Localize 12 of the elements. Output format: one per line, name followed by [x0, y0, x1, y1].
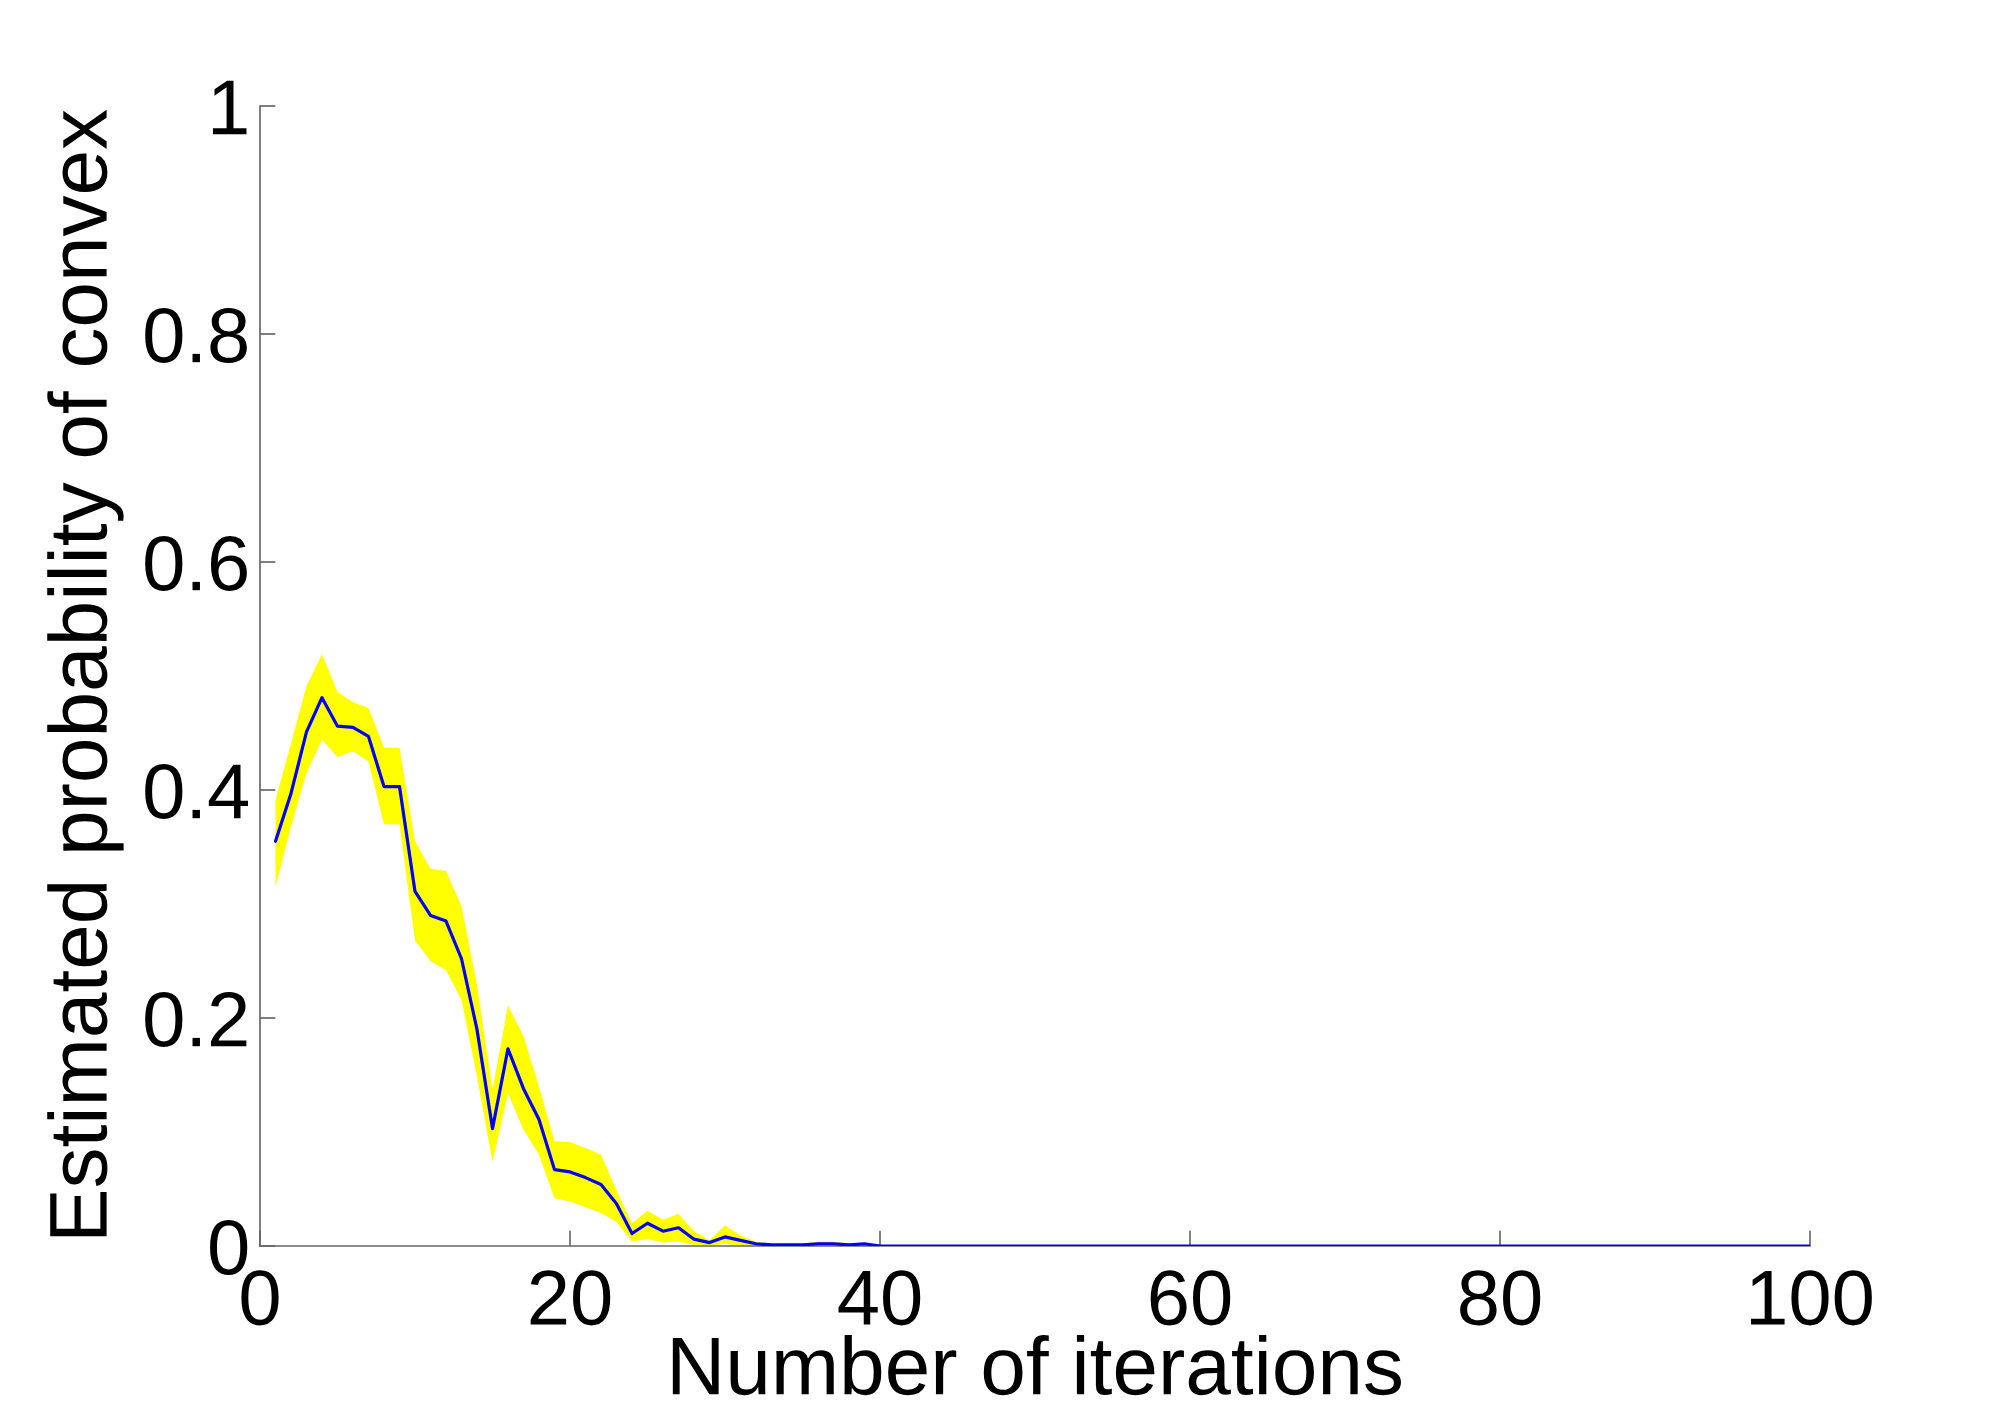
x-tick-label: 40	[838, 1270, 921, 1326]
y-tick-label: 1	[212, 80, 247, 135]
x-tick-label: 20	[530, 1270, 611, 1326]
y-axis-title: Estimated probability of convex	[47, 109, 124, 1237]
y-tick-label: 0.2	[145, 991, 247, 1047]
x-tick-label: 100	[1751, 1270, 1872, 1326]
x-axis-title: Number of iterations	[672, 1334, 1401, 1396]
y-tick-label: 0.8	[145, 307, 247, 363]
y-tick-label: 0.4	[145, 763, 249, 819]
y-tick-label: 0.6	[145, 535, 247, 591]
x-tick-label: 80	[1460, 1270, 1541, 1326]
x-tick-label: 60	[1150, 1270, 1231, 1326]
